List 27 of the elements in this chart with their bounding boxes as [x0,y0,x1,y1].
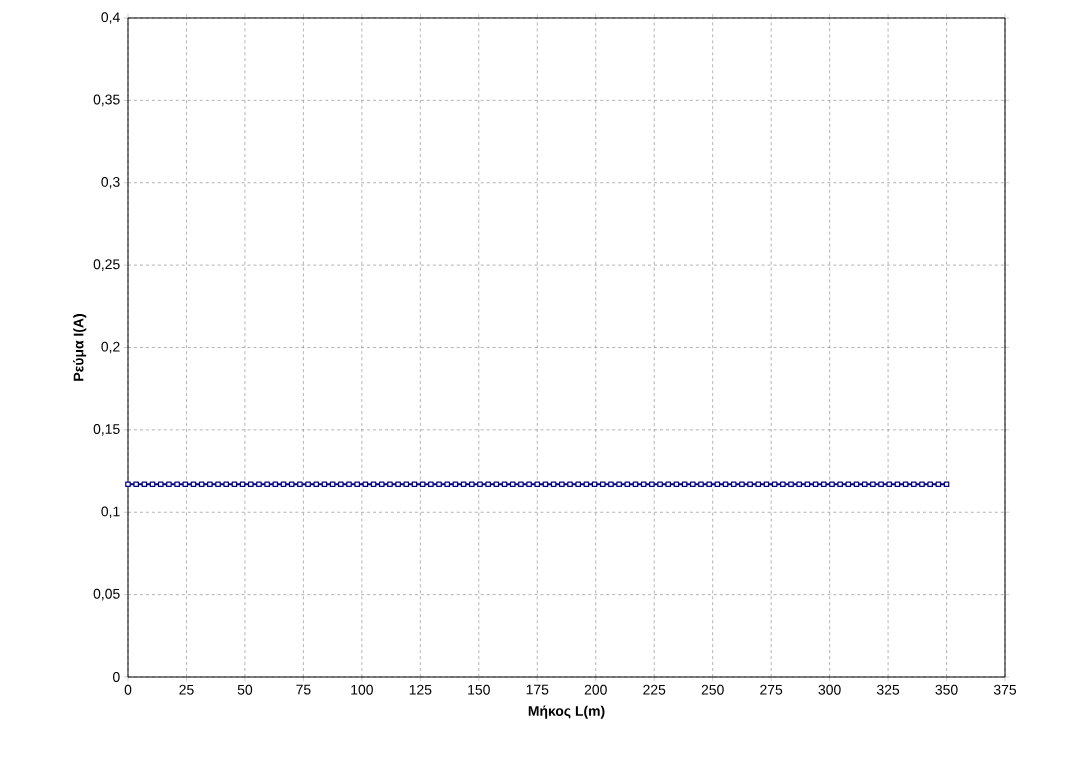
x-tick-label: 125 [409,684,432,695]
x-tick-label: 375 [993,684,1017,695]
y-tick-label: 0,15 [93,424,120,436]
x-tick-label: 175 [526,684,549,695]
x-axis-title: Μήκος L(m) [528,705,605,719]
y-tick-label: 0,25 [93,259,120,271]
y-tick-label: 0,1 [101,506,120,519]
x-tick-label: 350 [935,684,958,695]
x-tick-label: 150 [468,684,490,695]
x-tick-label: 0 [124,684,132,695]
y-tick-label: 0,35 [93,94,120,107]
y-axis-title: Ρεύμα I(A) [73,314,87,381]
x-tick-label: 75 [296,684,311,695]
x-tick-label: 200 [584,684,607,695]
x-tick-label: 300 [818,684,841,695]
x-tick-label: 275 [760,684,783,695]
x-tick-label: 50 [237,684,253,695]
x-tick-label: 100 [351,684,373,695]
x-tick-label: 225 [643,684,666,695]
x-tick-label: 25 [179,684,194,695]
y-tick-label: 0,05 [93,588,120,601]
x-tick-label: 325 [876,684,900,695]
y-tick-label: 0,4 [101,12,120,24]
y-tick-label: 0,2 [101,341,120,354]
y-tick-label: 0 [113,672,120,682]
y-tick-label: 0,3 [101,176,120,189]
x-tick-label: 250 [701,684,724,695]
